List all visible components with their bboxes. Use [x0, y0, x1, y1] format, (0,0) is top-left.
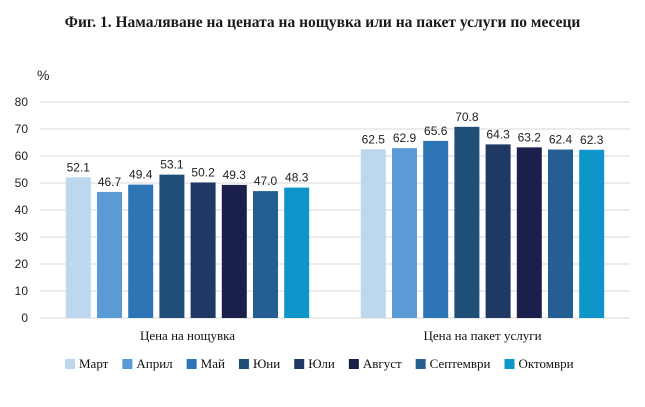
legend-swatch: [348, 359, 359, 369]
legend-swatch: [504, 359, 515, 369]
category-label: Цена на нощувка: [140, 328, 235, 343]
legend-swatch: [415, 359, 426, 369]
legend-label: Август: [363, 356, 402, 371]
data-labels: 52.1 46.7 49.4 53.1 50.2 49.3 47.0 48.3 62.5 62.9…: [67, 110, 604, 189]
y-axis-unit: %: [37, 67, 49, 83]
bar-Август: [221, 184, 247, 318]
y-tick-label: 80: [15, 95, 29, 109]
bar-Март: [65, 177, 91, 318]
data-label: 48.3: [285, 171, 309, 185]
chart-title: Фиг. 1. Намаляване на цената на нощувка …: [64, 14, 581, 31]
bar-Октомври: [579, 149, 605, 318]
y-axis-ticks: 0 10 20 30 40 50 60 70 80: [15, 95, 29, 325]
data-label: 63.2: [518, 130, 542, 144]
bar-Април: [392, 148, 417, 318]
y-tick-label: 10: [15, 284, 29, 298]
legend-swatch: [122, 359, 133, 369]
bar-Октомври: [284, 187, 310, 318]
data-label: 46.7: [98, 175, 122, 189]
data-label: 65.6: [424, 124, 448, 138]
legend-label: Март: [79, 356, 109, 371]
bar-Май: [128, 184, 154, 318]
y-tick-label: 20: [15, 257, 29, 271]
y-tick-label: 70: [15, 122, 29, 136]
data-label: 64.3: [486, 127, 510, 141]
category-labels: Цена на нощувка Цена на пакет услуги: [140, 328, 542, 343]
legend-swatch: [294, 359, 305, 369]
data-label: 52.1: [67, 160, 91, 174]
y-tick-label: 30: [15, 230, 29, 244]
bar-Септември: [253, 191, 278, 318]
y-tick-label: 50: [15, 176, 29, 190]
bar-Май: [423, 140, 449, 318]
data-label: 53.1: [160, 158, 184, 172]
bar-Юни: [454, 126, 480, 318]
y-tick-label: 60: [15, 149, 29, 163]
legend: Март Април Май Юни Юли Август Септември Октомвр…: [65, 356, 574, 371]
legend-label: Октомври: [519, 356, 574, 371]
legend-swatch: [65, 359, 75, 369]
bar-Юни: [159, 174, 185, 318]
bars-group: [65, 126, 605, 318]
data-label: 49.3: [223, 168, 247, 182]
bar-Март: [360, 149, 386, 318]
data-label: 62.4: [549, 133, 573, 147]
legend-label: Април: [136, 356, 173, 371]
legend-swatch: [238, 359, 249, 369]
data-label: 62.5: [362, 132, 386, 146]
legend-label: Юни: [253, 356, 280, 371]
legend-label: Септември: [430, 356, 491, 371]
bar-Август: [516, 147, 542, 318]
category-label: Цена на пакет услуги: [423, 328, 541, 343]
bar-Юли: [485, 144, 511, 318]
bar-Юли: [190, 182, 216, 318]
data-label: 62.3: [580, 133, 604, 147]
data-label: 49.4: [129, 168, 153, 182]
data-label: 62.9: [393, 131, 417, 145]
y-tick-label: 0: [21, 311, 28, 325]
y-tick-label: 40: [15, 203, 29, 217]
data-label: 70.8: [455, 110, 479, 124]
bar-Април: [97, 191, 122, 318]
data-label: 50.2: [191, 165, 215, 179]
legend-swatch: [186, 359, 197, 369]
bar-Септември: [548, 149, 573, 318]
legend-label: Май: [201, 356, 225, 371]
legend-label: Юли: [308, 356, 335, 371]
data-label: 47.0: [254, 174, 278, 188]
